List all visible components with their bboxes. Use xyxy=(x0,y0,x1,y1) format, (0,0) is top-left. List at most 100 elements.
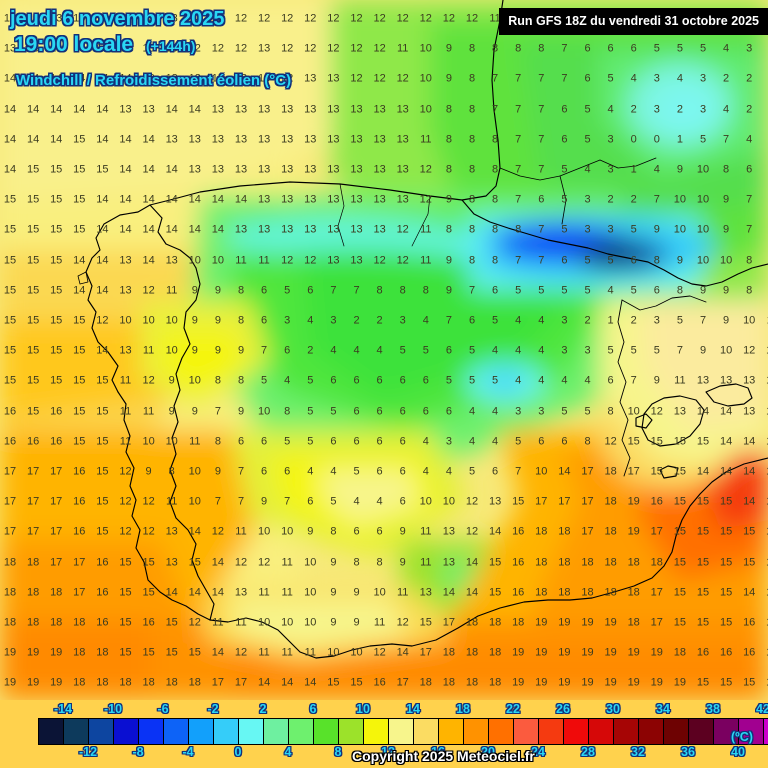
grid-value: 18 xyxy=(50,616,63,629)
grid-value: 3 xyxy=(584,193,591,206)
grid-value: 13 xyxy=(327,133,340,146)
grid-value: 15 xyxy=(673,495,687,508)
grid-value: 12 xyxy=(373,42,386,55)
grid-value: 14 xyxy=(766,587,768,598)
grid-value: 13 xyxy=(304,103,317,116)
grid-value: 11 xyxy=(142,405,155,418)
temperature-map[interactable]: 13 13 13 13 13 13 13 13 12 12 12 12 12 12 12 12 12 12 12 12… xyxy=(0,0,768,700)
grid-value: 11 xyxy=(396,42,409,55)
grid-value: 13 xyxy=(165,556,178,569)
grid-value: 11 xyxy=(373,616,386,629)
grid-value: 6 xyxy=(422,405,429,418)
grid-value: 9 xyxy=(261,495,268,508)
grid-value: 13 xyxy=(211,72,225,85)
grid-value: 11 xyxy=(674,374,686,387)
grid-value: 12 xyxy=(373,646,386,659)
grid-value: 2 xyxy=(676,103,683,116)
grid-value: 7 xyxy=(538,72,545,85)
grid-value: 10 xyxy=(696,193,710,206)
grid-value: 7 xyxy=(515,72,522,85)
grid-value: 4 xyxy=(584,163,591,176)
grid-value: 9 xyxy=(445,254,452,267)
grid-value: 13 xyxy=(119,42,132,55)
grid-value: 16 xyxy=(73,465,86,478)
grid-value: 6 xyxy=(376,465,383,478)
grid-value: 9 xyxy=(653,374,660,387)
grid-value: 13 xyxy=(234,133,248,146)
grid-value: 12 xyxy=(234,12,248,25)
grid-value: 17 xyxy=(766,647,768,659)
grid-value: 15 xyxy=(696,676,710,689)
grid-value: 9 xyxy=(353,616,360,629)
grid-value: 8 xyxy=(445,103,452,116)
grid-value: 15 xyxy=(142,556,155,569)
grid-value: 13 xyxy=(119,284,132,297)
legend-tick-lower: -12 xyxy=(78,745,98,759)
grid-value: 13 xyxy=(142,12,155,25)
grid-value: 3 xyxy=(561,314,568,327)
grid-value: 13 xyxy=(743,374,756,387)
grid-value: 10 xyxy=(281,525,294,538)
grid-value: 9 xyxy=(214,465,221,478)
legend-swatch xyxy=(464,719,489,744)
grid-value: 14 xyxy=(50,133,63,146)
grid-value: 12 xyxy=(465,495,479,508)
grid-value: 14 xyxy=(119,72,132,85)
grid-value: 15 xyxy=(50,344,63,357)
grid-value: 12 xyxy=(465,525,479,538)
legend-swatch xyxy=(714,719,739,744)
grid-value: 9 xyxy=(191,405,198,418)
grid-value: 6 xyxy=(399,435,406,448)
grid-value: 13 xyxy=(165,12,178,25)
grid-value: 13 xyxy=(50,42,63,55)
grid-value: 12 xyxy=(304,12,317,25)
grid-value: 8 xyxy=(468,223,476,236)
grid-value: 13 xyxy=(142,103,155,116)
grid-value: 8 xyxy=(468,163,476,176)
legend-swatch xyxy=(39,719,64,744)
grid-value: 18 xyxy=(96,676,109,689)
grid-value: 2 xyxy=(630,103,637,116)
grid-value: 13 xyxy=(257,42,271,55)
grid-value: 5 xyxy=(653,42,660,55)
grid-value: 6 xyxy=(445,405,452,418)
grid-value: 13 xyxy=(719,374,733,387)
grid-value: 7 xyxy=(353,284,360,297)
grid-value: 5 xyxy=(330,495,337,508)
grid-value: 8 xyxy=(468,133,476,146)
legend-swatch xyxy=(364,719,389,744)
grid-value: 12 xyxy=(257,556,271,569)
grid-value: 13 xyxy=(350,254,363,267)
grid-value: 14 xyxy=(96,133,109,146)
grid-value: 14 xyxy=(766,466,768,478)
legend-swatch xyxy=(439,719,464,744)
grid-value: 15 xyxy=(26,284,40,297)
grid-value: 12 xyxy=(142,374,155,387)
grid-value: 9 xyxy=(145,465,152,478)
grid-value: 7 xyxy=(561,72,568,85)
grid-value: 4 xyxy=(515,344,522,357)
legend-swatch xyxy=(139,719,164,744)
grid-value: 14 xyxy=(96,193,109,206)
grid-value: 18 xyxy=(142,676,155,689)
color-scale-bar[interactable] xyxy=(38,718,768,745)
grid-value: 12 xyxy=(304,42,317,55)
grid-value: 4 xyxy=(307,465,314,478)
grid-value: 8 xyxy=(492,133,499,146)
grid-value: 15 xyxy=(673,616,687,629)
grid-value: 12 xyxy=(304,254,317,267)
grid-value: 12 xyxy=(396,616,409,629)
grid-value: 15 xyxy=(188,646,201,659)
grid-value: 5 xyxy=(584,133,591,146)
legend-tick-lower: 36 xyxy=(681,745,695,759)
grid-value: 6 xyxy=(538,435,545,448)
grid-value: 17 xyxy=(73,586,86,599)
grid-value: 7 xyxy=(214,495,221,508)
grid-value: 13 xyxy=(396,193,409,206)
grid-value: 13 xyxy=(281,193,294,206)
grid-value: 5 xyxy=(422,344,429,357)
grid-value: 14 xyxy=(211,223,225,236)
grid-value: 13 xyxy=(26,12,40,25)
grid-value: 8 xyxy=(538,42,545,55)
grid-value: 6 xyxy=(330,435,337,448)
